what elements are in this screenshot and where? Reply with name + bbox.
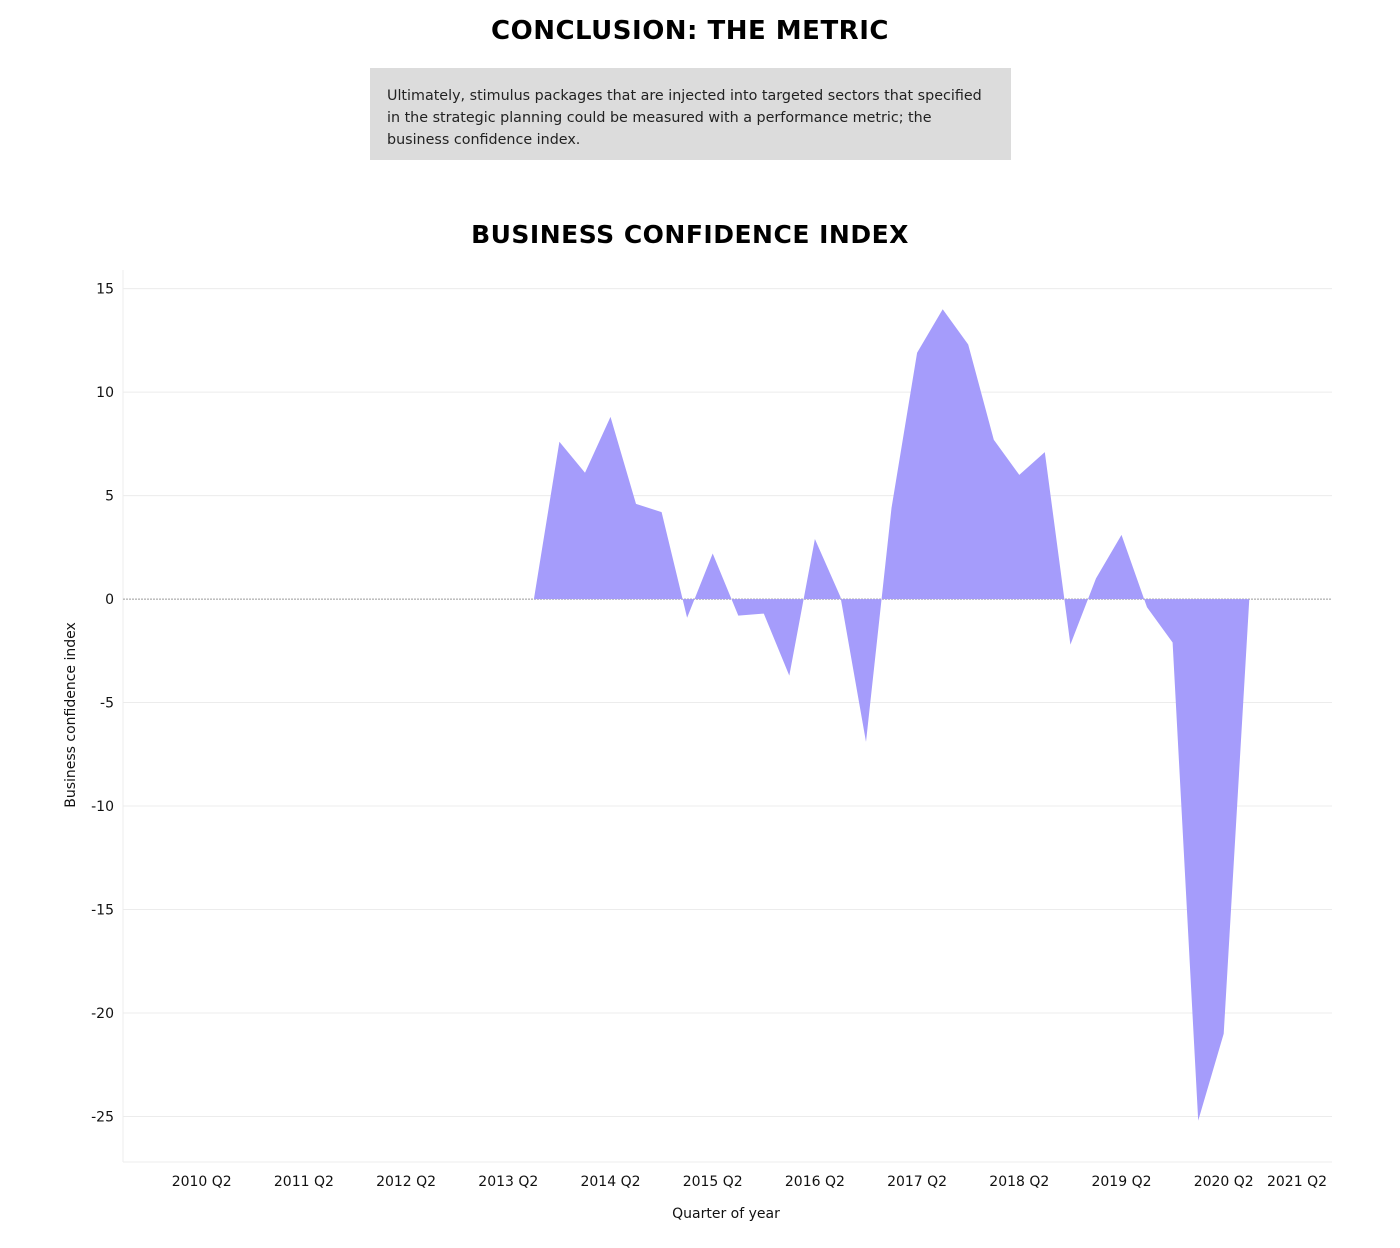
y-tick-label: 5 [105, 489, 114, 505]
y-tick-label: 0 [105, 592, 114, 608]
y-axis-title: Business confidence index [63, 622, 79, 808]
y-tick-label: -20 [91, 1006, 114, 1022]
x-tick-label: 2012 Q2 [376, 1174, 436, 1190]
conclusion-title: CONCLUSION: THE METRIC [491, 16, 889, 46]
x-axis-ticks: 2010 Q2 2011 Q2 2012 Q2 2013 Q2 2014 Q2 2015 … [172, 1174, 1327, 1190]
area-layer [150, 309, 1275, 1121]
x-tick-label: 2010 Q2 [172, 1174, 232, 1190]
x-tick-label: 2020 Q2 [1194, 1174, 1254, 1190]
x-tick-label: 2019 Q2 [1091, 1174, 1151, 1190]
y-tick-label: -5 [100, 696, 114, 712]
x-tick-label: 2011 Q2 [274, 1174, 334, 1190]
y-axis-ticks: 15 10 5 0 -5 -10 -15 -20 -25 [91, 282, 114, 1126]
x-tick-label: 2021 Q2 [1267, 1174, 1327, 1190]
y-tick-label: 15 [96, 282, 114, 298]
x-axis-title: Quarter of year [672, 1206, 780, 1222]
x-tick-label: 2017 Q2 [887, 1174, 947, 1190]
y-tick-label: 10 [96, 385, 114, 401]
y-tick-label: -25 [91, 1109, 114, 1125]
y-tick-label: -10 [91, 799, 114, 815]
x-tick-label: 2016 Q2 [785, 1174, 845, 1190]
y-tick-label: -15 [91, 903, 114, 919]
area-series-0 [150, 309, 1275, 1121]
note-box: Ultimately, stimulus packages that are i… [370, 68, 1011, 160]
x-tick-label: 2018 Q2 [989, 1174, 1049, 1190]
gridlines [122, 270, 1332, 1163]
x-tick-label: 2013 Q2 [478, 1174, 538, 1190]
chart-title: BUSINESS CONFIDENCE INDEX [471, 220, 909, 249]
x-tick-label: 2014 Q2 [580, 1174, 640, 1190]
x-tick-label: 2015 Q2 [683, 1174, 743, 1190]
